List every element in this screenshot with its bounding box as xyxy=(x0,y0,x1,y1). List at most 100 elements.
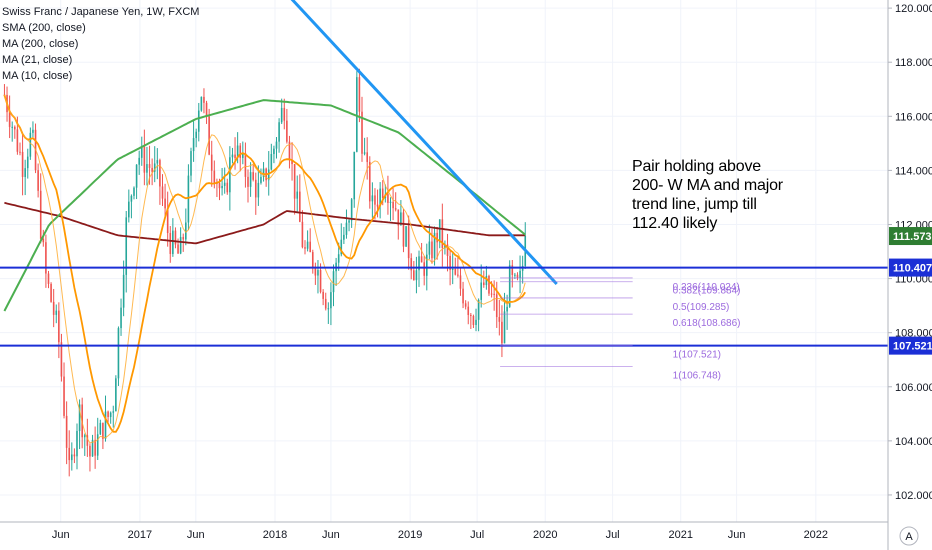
candle-body xyxy=(449,255,451,270)
candle-body xyxy=(464,303,467,307)
candle xyxy=(433,226,436,266)
candle xyxy=(65,401,68,465)
candle-body xyxy=(322,291,324,299)
candle-body xyxy=(192,138,195,152)
candle-body xyxy=(138,157,140,165)
candle-body xyxy=(436,232,438,243)
candle-body xyxy=(166,208,169,234)
candle xyxy=(516,272,519,281)
legend-indicator[interactable]: SMA (200, close) xyxy=(2,22,86,34)
x-tick-label: Jun xyxy=(322,529,340,541)
candle-body xyxy=(120,307,122,329)
candle xyxy=(286,108,288,144)
candle xyxy=(413,260,415,281)
candle-body xyxy=(413,270,415,281)
auto-scale-button[interactable] xyxy=(899,526,919,546)
candle xyxy=(179,227,182,255)
candle-body xyxy=(361,111,363,154)
candle-body xyxy=(350,199,353,221)
candle-body xyxy=(508,265,511,307)
candle-body xyxy=(156,160,159,164)
candle xyxy=(420,242,423,263)
candle xyxy=(8,95,11,139)
candle-body xyxy=(402,212,405,247)
candle xyxy=(102,422,104,450)
legend-indicator[interactable]: MA (200, close) xyxy=(2,38,79,50)
candle-body xyxy=(267,169,270,181)
candle xyxy=(239,143,242,172)
candle xyxy=(415,256,418,294)
candle-body xyxy=(130,195,133,202)
candle xyxy=(185,208,187,246)
candle xyxy=(130,194,133,219)
candle-body xyxy=(174,230,177,245)
last-price-badge: 111.573 xyxy=(893,231,932,243)
candle xyxy=(78,399,81,450)
candle-body xyxy=(231,154,234,158)
candle xyxy=(197,102,200,142)
candle xyxy=(249,162,252,197)
candle xyxy=(446,233,449,272)
candle xyxy=(493,280,495,311)
candle-body xyxy=(330,292,332,309)
candle-body xyxy=(32,129,34,133)
candle xyxy=(356,71,358,153)
candle xyxy=(24,159,26,196)
candle xyxy=(304,240,306,255)
candle xyxy=(11,121,14,142)
candle-body xyxy=(60,342,63,377)
candle xyxy=(234,137,236,170)
candle-body xyxy=(96,434,99,456)
candle-body xyxy=(161,186,164,199)
candle-body xyxy=(273,148,275,155)
y-tick-label: 104.000 xyxy=(895,436,932,448)
candle xyxy=(464,300,467,310)
candle-body xyxy=(159,160,161,187)
candle xyxy=(208,108,210,156)
candle-body xyxy=(133,187,135,196)
y-tick-label: 102.000 xyxy=(895,490,932,502)
candle-body xyxy=(485,275,488,286)
candle-body xyxy=(317,270,319,276)
candle xyxy=(244,142,247,188)
candle xyxy=(379,182,381,219)
candle-body xyxy=(21,151,24,177)
legend-indicator[interactable]: MA (21, close) xyxy=(2,54,73,66)
candle xyxy=(306,230,309,252)
candle-body xyxy=(311,252,314,268)
candle xyxy=(161,174,164,207)
candle xyxy=(247,169,249,203)
candle-body xyxy=(8,112,11,127)
candle xyxy=(283,98,286,130)
candle xyxy=(301,210,304,249)
candle-body xyxy=(200,96,203,111)
candle-body xyxy=(190,151,192,176)
candle-body xyxy=(314,267,317,276)
candle xyxy=(467,301,470,325)
legend-indicator[interactable]: MA (10, close) xyxy=(2,70,73,82)
candle xyxy=(115,375,117,412)
candle-body xyxy=(143,146,146,173)
candle-body xyxy=(503,311,506,344)
candle-body xyxy=(29,132,32,157)
candle-body xyxy=(374,195,376,205)
candle-body xyxy=(236,145,239,158)
candle xyxy=(327,302,330,324)
candle-body xyxy=(371,195,374,202)
candle xyxy=(58,302,60,359)
candle-body xyxy=(73,454,76,457)
candle-body xyxy=(135,164,138,188)
candle xyxy=(524,222,527,269)
candle-body xyxy=(208,116,210,155)
candle-body xyxy=(270,154,273,170)
candle xyxy=(273,145,275,164)
candle-body xyxy=(229,157,231,193)
candle-body xyxy=(470,314,472,316)
candle-body xyxy=(50,283,52,302)
candle-body xyxy=(254,179,257,198)
candle xyxy=(335,257,337,286)
candle-body xyxy=(99,422,102,435)
candle xyxy=(480,264,483,308)
